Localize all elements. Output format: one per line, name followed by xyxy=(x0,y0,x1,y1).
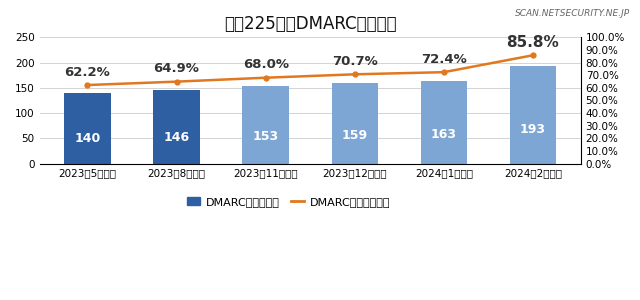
Text: 85.8%: 85.8% xyxy=(507,35,559,50)
Text: 72.4%: 72.4% xyxy=(421,53,467,66)
Text: 193: 193 xyxy=(520,123,546,136)
Bar xyxy=(243,86,289,164)
Text: 159: 159 xyxy=(342,129,368,142)
Text: 64.9%: 64.9% xyxy=(154,62,200,75)
Text: 70.7%: 70.7% xyxy=(332,55,378,68)
Text: SCAN.NETSECURITY.NE.JP: SCAN.NETSECURITY.NE.JP xyxy=(515,9,630,18)
Text: 146: 146 xyxy=(163,131,189,144)
Text: 163: 163 xyxy=(431,128,457,141)
Text: 153: 153 xyxy=(253,130,278,143)
Legend: DMARC導入企業数, DMARC導入企業割合: DMARC導入企業数, DMARC導入企業割合 xyxy=(182,192,395,211)
Text: 68.0%: 68.0% xyxy=(243,58,289,71)
Bar xyxy=(510,66,556,164)
Text: 62.2%: 62.2% xyxy=(65,66,110,79)
Bar xyxy=(332,83,378,164)
Bar xyxy=(64,93,111,164)
Bar xyxy=(154,90,200,164)
Bar xyxy=(420,81,467,164)
Title: 日経225企業DMARC導入状況: 日経225企業DMARC導入状況 xyxy=(224,15,397,33)
Text: 140: 140 xyxy=(74,132,100,145)
